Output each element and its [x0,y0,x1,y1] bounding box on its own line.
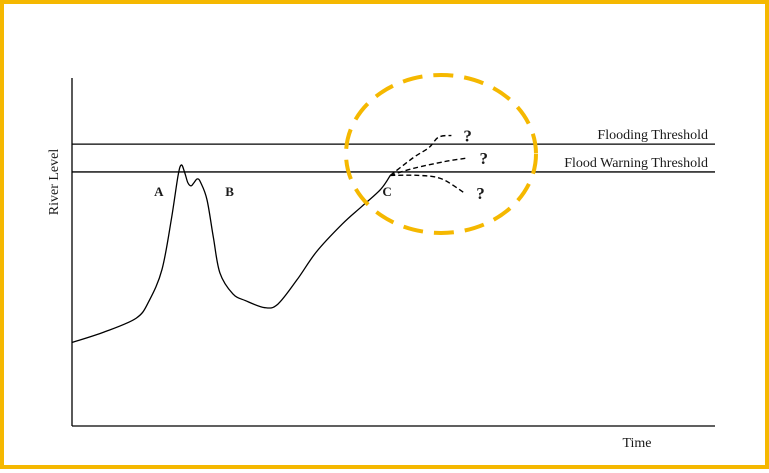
forecast-question-mark-fall: ? [476,184,485,203]
annotation-c: C [382,184,391,199]
annotation-a: A [154,184,164,199]
x-axis-label: Time [622,436,651,451]
river-level-chart: Flooding Threshold Flood Warning Thresho… [47,73,715,451]
forecast-line-fall [390,174,465,194]
flooding-threshold-label: Flooding Threshold [597,128,708,143]
forecast-question-mark-level: ? [479,149,488,168]
y-axis-label: River Level [47,149,62,216]
river-level-series-line [71,164,391,344]
forecast-highlight-circle [344,73,538,235]
forecast-line-rise [389,134,452,176]
annotation-b: B [225,184,234,199]
forecast-question-mark-rise: ? [463,126,472,145]
forecast-line-level [390,157,468,177]
flood-warning-threshold-label: Flood Warning Threshold [564,156,708,171]
